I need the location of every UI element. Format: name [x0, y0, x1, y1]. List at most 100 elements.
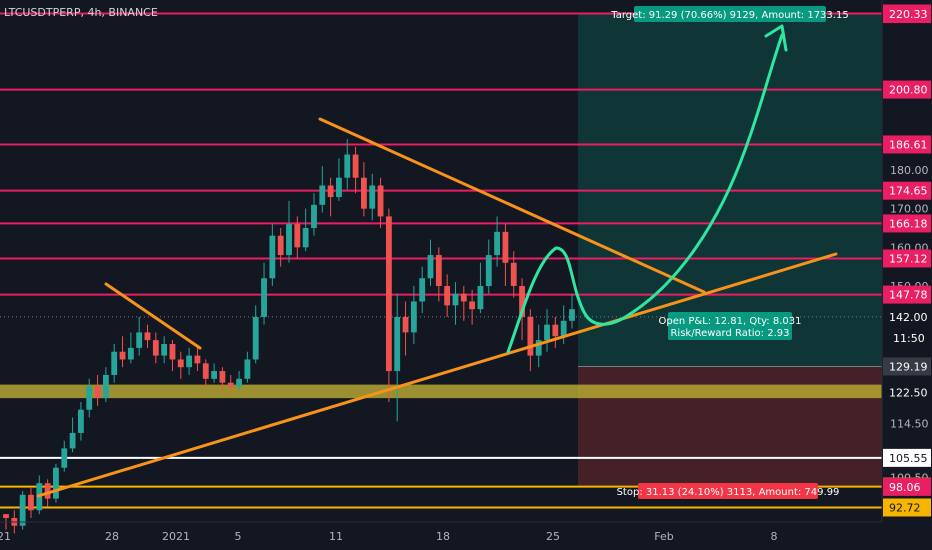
candle-body [360, 177, 367, 209]
time-axis[interactable]: 21 28 2021 5 11 18 25 Feb 8 [0, 530, 778, 543]
candle-body [286, 224, 292, 256]
level-badge-label: 157.12 [889, 252, 928, 265]
candle-body [535, 340, 542, 356]
candle-body [269, 235, 276, 279]
candle-body [319, 185, 326, 205]
countdown-badge [883, 329, 931, 348]
candle-body [211, 371, 218, 379]
candle-body [177, 359, 184, 368]
candle-body [186, 355, 193, 368]
ascending-trendline[interactable] [36, 252, 838, 498]
price-badge[interactable] [883, 5, 931, 24]
candle-body [485, 255, 492, 286]
candle-body [369, 185, 376, 209]
support-zone [0, 384, 882, 399]
symbol-title: LTCUSDTPERP, 4h, BINANCE [4, 6, 158, 19]
level-badge[interactable] [883, 285, 931, 304]
candle-body [385, 216, 392, 372]
candle-body [302, 228, 309, 248]
candle-body [502, 231, 509, 263]
level-badge[interactable] [883, 135, 931, 154]
level-badge-label: 147.78 [889, 289, 928, 302]
candle-body [336, 177, 342, 198]
descending-trendline[interactable] [318, 117, 706, 294]
price-badge-label: 122.50 [889, 386, 928, 399]
time-tick-label: 8 [771, 530, 778, 543]
candle-body [61, 448, 68, 468]
trend-lines[interactable] [36, 117, 838, 498]
price-badge[interactable] [883, 357, 931, 376]
candle-body [460, 293, 467, 302]
time-tick-label: 5 [235, 530, 242, 543]
small-descending-trendline[interactable] [104, 282, 202, 350]
price-badge-label: 220.33 [889, 8, 928, 21]
candle-body [377, 185, 384, 217]
candle-body [144, 332, 151, 341]
countdown-label: 11:50 [893, 332, 925, 345]
candle-body [311, 204, 317, 228]
candle-body [3, 514, 9, 518]
candle-body [127, 347, 134, 360]
time-tick-label: 18 [436, 530, 450, 543]
candle-body [352, 154, 359, 178]
candle-body [419, 278, 426, 302]
candle-body [252, 316, 259, 360]
level-badge[interactable] [883, 214, 931, 233]
target-badge-text: Target: 91.29 (70.66%) 9129, Amount: 173… [610, 10, 848, 21]
level-badge[interactable] [883, 80, 931, 99]
pnl-line-2: Risk/Reward Ratio: 2.93 [670, 328, 789, 339]
level-badge-label: 186.61 [889, 138, 928, 151]
target-badge[interactable]: Target: 91.29 (70.66%) 9129, Amount: 173… [610, 6, 849, 22]
pnl-badge[interactable]: Open P&L: 12.81, Qty: 8.031 Risk/Reward … [659, 312, 802, 340]
price-tick-label: 170.00 [890, 203, 929, 216]
price-tick-label: 180.00 [890, 164, 929, 177]
time-tick-label: 28 [105, 530, 119, 543]
level-badge[interactable] [883, 448, 931, 467]
candle-body [294, 224, 301, 248]
level-badge[interactable] [883, 181, 931, 200]
candle-body [19, 494, 26, 526]
price-badge-label: 129.19 [889, 360, 928, 373]
candle-body [327, 185, 334, 198]
stop-badge-text: Stop: 31.13 (24.10%) 3113, Amount: 749.9… [617, 487, 840, 498]
price-badge[interactable] [883, 477, 931, 496]
candle-body [519, 286, 525, 317]
level-badge[interactable] [883, 498, 931, 517]
candle-body [410, 301, 417, 333]
candle-body [202, 363, 209, 379]
candle-body [28, 494, 34, 511]
candle-body [169, 344, 176, 360]
projection-curve[interactable] [506, 33, 784, 354]
candle-body [560, 320, 567, 337]
candle-body [119, 351, 126, 360]
candle-body [544, 324, 550, 341]
price-badge[interactable] [883, 383, 931, 402]
candle-body [569, 309, 575, 321]
level-badge-label: 92.72 [889, 501, 921, 514]
pnl-badge-bg [668, 312, 792, 340]
price-badge[interactable] [883, 307, 931, 326]
candle-body [236, 378, 242, 387]
projection-path[interactable] [506, 24, 788, 354]
candle-body [394, 316, 401, 372]
price-badge-label: 98.06 [889, 481, 921, 494]
price-axis[interactable]: 180.00170.00160.00150.00114.50100.50220.… [883, 4, 931, 517]
level-badge[interactable] [883, 249, 931, 268]
candle-body [261, 278, 267, 317]
candle-body [527, 316, 534, 356]
candle-body [219, 371, 226, 383]
projection-arrowhead [764, 24, 788, 52]
level-badge-label: 166.18 [889, 217, 928, 230]
candle-body [452, 293, 459, 306]
candle-body [477, 286, 484, 310]
candle-body [44, 483, 51, 499]
candle-body [435, 255, 442, 286]
time-tick-label: 21 [0, 530, 11, 543]
level-badge-label: 174.65 [889, 185, 928, 198]
candle-body [444, 286, 451, 306]
stop-badge-bg [638, 483, 818, 499]
stop-badge[interactable]: Stop: 31.13 (24.10%) 3113, Amount: 749.9… [617, 483, 840, 499]
candle-body [77, 409, 84, 433]
pnl-line-1: Open P&L: 12.81, Qty: 8.031 [659, 316, 802, 327]
